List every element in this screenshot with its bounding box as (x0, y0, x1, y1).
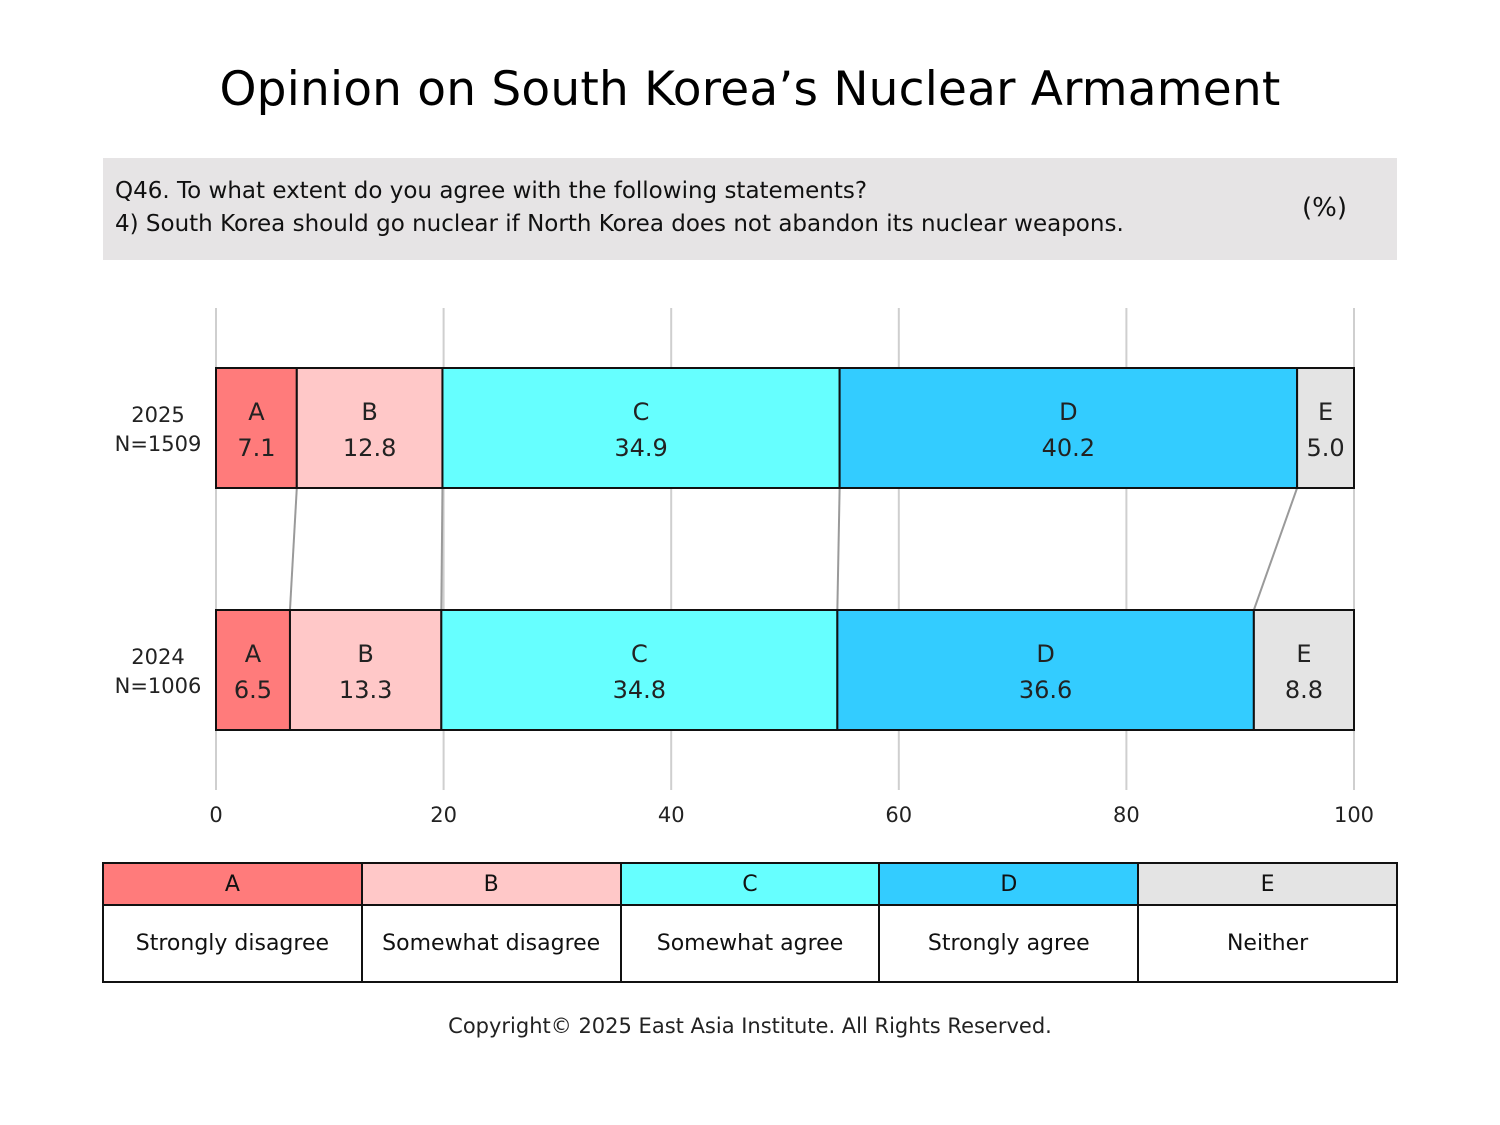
segment-value-label: 12.8 (343, 434, 396, 462)
segment-category-label: A (248, 398, 265, 426)
legend-label-b: Somewhat disagree (360, 904, 622, 983)
x-tick-label: 40 (658, 803, 685, 827)
segment-category-label: B (357, 640, 373, 668)
stacked-bar-chart: 0 20 40 60 80 100 2025 N=1509 A 7.1 B 12.8 C 34.9 D 40.… (115, 308, 1374, 827)
legend-label-e: Neither (1137, 904, 1398, 983)
segment-value-label: 34.8 (613, 676, 666, 704)
unit-label: (%) (1302, 193, 1347, 223)
x-tick-label: 20 (430, 803, 457, 827)
bar-segment (215, 609, 291, 731)
segment-category-label: E (1318, 398, 1333, 426)
bar-segment (1252, 609, 1355, 731)
bar-segment (441, 367, 841, 489)
legend-code-a: A (102, 862, 363, 906)
legend-table: A B C D E Strongly disagree Somewhat dis… (102, 862, 1398, 983)
row-label-n: N=1509 (115, 432, 202, 456)
chart-title: Opinion on South Korea’s Nuclear Armamen… (219, 62, 1281, 117)
bar-segment (288, 609, 443, 731)
question-box: Q46. To what extent do you agree with th… (103, 158, 1397, 260)
segment-category-label: E (1296, 640, 1311, 668)
segment-category-label: D (1036, 640, 1054, 668)
x-tick-label: 100 (1334, 803, 1374, 827)
x-tick-label: 80 (1113, 803, 1140, 827)
bar-segment (440, 609, 839, 731)
bar-segment (1296, 367, 1355, 489)
connector-line (1252, 487, 1299, 611)
segment-category-label: B (361, 398, 377, 426)
x-tick-label: 60 (885, 803, 912, 827)
connector-line (440, 487, 444, 611)
segment-value-label: 5.0 (1306, 434, 1344, 462)
segment-category-label: C (631, 640, 648, 668)
segment-value-label: 40.2 (1042, 434, 1095, 462)
bar-segment (838, 367, 1299, 489)
segment-category-label: D (1059, 398, 1077, 426)
legend-code-b: B (360, 862, 622, 906)
legend-label-d: Strongly agree (878, 904, 1140, 983)
row-label-n: N=1006 (115, 674, 202, 698)
bar-segment (215, 367, 298, 489)
legend-label-a: Strongly disagree (102, 904, 363, 983)
segment-value-label: 7.1 (237, 434, 275, 462)
connector-line (836, 487, 841, 611)
connector-line (288, 487, 298, 611)
bar-segment (836, 609, 1255, 731)
legend-code-row: A B C D E (102, 862, 1398, 906)
row-label-year: 2024 (131, 645, 184, 669)
legend-label-row: Strongly disagree Somewhat disagree Some… (102, 904, 1398, 983)
segment-category-label: C (633, 398, 650, 426)
segment-value-label: 36.6 (1019, 676, 1072, 704)
segment-value-label: 34.9 (614, 434, 667, 462)
segment-category-label: A (245, 640, 262, 668)
row-label-year: 2025 (131, 403, 184, 427)
segment-value-label: 8.8 (1285, 676, 1323, 704)
question-text: Q46. To what extent do you agree with th… (115, 178, 868, 204)
segment-value-label: 13.3 (339, 676, 392, 704)
legend-code-c: C (619, 862, 881, 906)
legend-code-e: E (1137, 862, 1398, 906)
legend-code-d: D (878, 862, 1140, 906)
bar-segment (295, 367, 444, 489)
x-tick-label: 0 (209, 803, 222, 827)
statement-text: 4) South Korea should go nuclear if Nort… (115, 211, 1124, 237)
segment-value-label: 6.5 (234, 676, 272, 704)
legend-label-c: Somewhat agree (619, 904, 881, 983)
copyright-text: Copyright© 2025 East Asia Institute. All… (448, 1014, 1052, 1038)
